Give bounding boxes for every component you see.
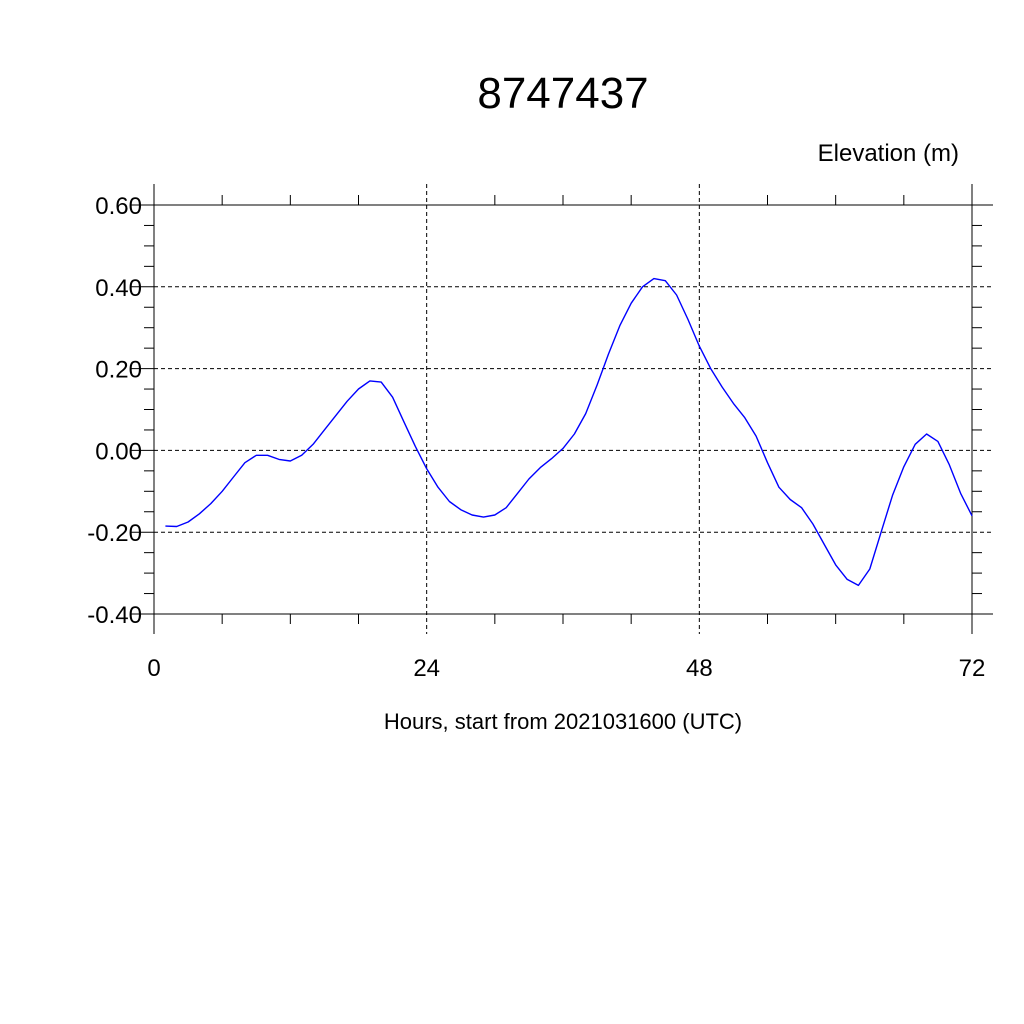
y-axis-unit-label: Elevation (m) [818, 140, 959, 167]
x-tick-label: 72 [959, 655, 986, 682]
elevation-series-line [165, 277, 973, 587]
tick-labels: -0.40 -0.20 0.00 0.20 0.40 0.60 0 24 48 72 [87, 193, 985, 682]
series-layer [165, 277, 973, 587]
axis-frame [153, 184, 993, 634]
x-tick-label: 24 [413, 655, 440, 682]
axis-ticks [130, 195, 982, 624]
x-tick-label: 48 [686, 655, 713, 682]
y-tick-label: 0.60 [95, 193, 142, 220]
y-tick-label: -0.40 [87, 602, 142, 629]
y-tick-label: -0.20 [87, 520, 142, 547]
x-axis-label: Hours, start from 2021031600 (UTC) [384, 709, 742, 734]
x-tick-label: 0 [147, 655, 160, 682]
y-tick-label: 0.00 [95, 438, 142, 465]
y-tick-label: 0.20 [95, 357, 142, 384]
y-tick-label: 0.40 [95, 275, 142, 302]
chart-title: 8747437 [477, 69, 648, 118]
